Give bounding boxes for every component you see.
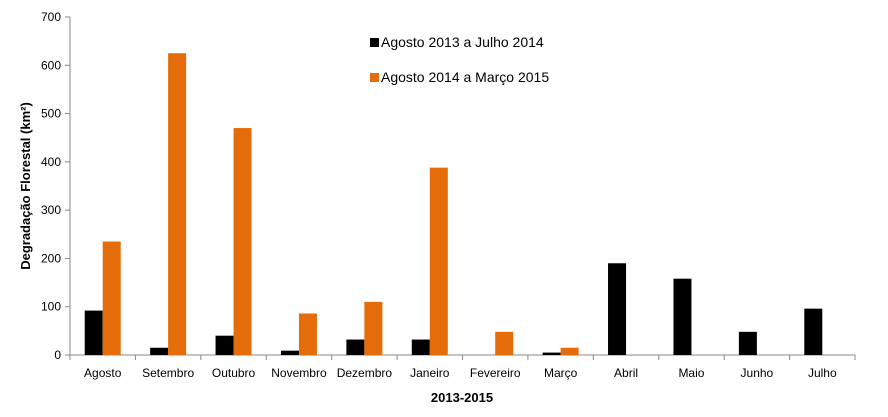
y-tick-label: 600 (41, 58, 61, 72)
y-tick-label: 400 (41, 155, 61, 169)
bar-series-1 (738, 331, 757, 355)
bar-series-2 (429, 167, 448, 355)
x-tick-label: Dezembro (337, 366, 393, 380)
y-axis: 0 100 200 300 400 500 600 700 (41, 10, 71, 362)
y-tick-label: 100 (41, 300, 61, 314)
x-axis-title: 2013-2015 (431, 390, 493, 405)
legend-swatch (370, 73, 379, 82)
bar-series-1 (411, 339, 430, 355)
bar-series-2 (168, 53, 187, 355)
x-tick-label: Setembro (142, 366, 194, 380)
bar-series-1 (346, 339, 365, 355)
y-tick-label: 300 (41, 203, 61, 217)
x-tick-label: Outubro (212, 366, 256, 380)
x-tick-label: Junho (741, 366, 774, 380)
legend-label: Agosto 2014 a Março 2015 (381, 69, 549, 85)
x-axis (69, 354, 856, 360)
bar-series-1 (215, 335, 234, 355)
category-labels: Agosto Setembro Outubro Novembro Dezembro Jan… (84, 366, 837, 380)
bar-series-2 (298, 313, 317, 355)
bar-series-2 (102, 241, 121, 355)
y-axis-title: Degradação Florestal (km²) (18, 102, 33, 270)
x-tick-label: Março (544, 366, 578, 380)
bar-series-2 (364, 301, 383, 355)
legend-swatch (370, 38, 379, 47)
bar-series-1 (608, 263, 627, 355)
legend-label: Agosto 2013 a Julho 2014 (381, 34, 544, 50)
bar-series-1 (673, 278, 692, 355)
x-tick-label: Maio (678, 366, 704, 380)
bar-series-1 (150, 347, 169, 355)
y-tick-label: 200 (41, 251, 61, 265)
y-tick-label: 500 (41, 107, 61, 121)
y-tick-label: 0 (54, 348, 61, 362)
bar-series-1 (804, 308, 823, 355)
bars (84, 53, 823, 355)
x-tick-label: Agosto (84, 366, 122, 380)
bar-series-1 (84, 310, 103, 355)
bar-series-2 (233, 128, 252, 355)
bar-series-2 (560, 347, 579, 355)
bar-series-1 (542, 352, 561, 355)
x-tick-label: Janeiro (410, 366, 450, 380)
x-tick-label: Julho (808, 366, 837, 380)
legend: Agosto 2013 a Julho 2014 Agosto 2014 a Ma… (370, 34, 549, 85)
x-tick-label: Novembro (271, 366, 327, 380)
bar-series-1 (280, 350, 299, 355)
y-tick-label: 700 (41, 10, 61, 24)
x-tick-label: Abril (614, 366, 638, 380)
bar-series-2 (495, 331, 514, 355)
x-tick-label: Fevereiro (470, 366, 521, 380)
